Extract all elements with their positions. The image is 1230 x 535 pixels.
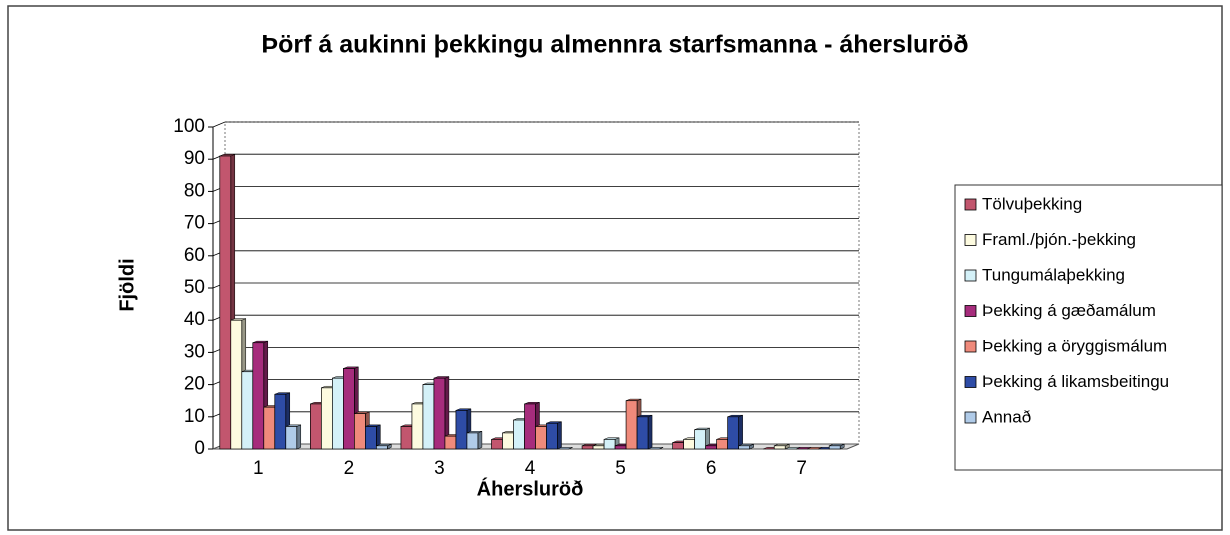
bar-side [557, 421, 562, 450]
bar [354, 413, 366, 450]
x-tick-label: 2 [344, 458, 355, 479]
bar [502, 432, 514, 450]
bar [592, 445, 605, 450]
legend-swatch [964, 340, 977, 353]
bar-side [738, 414, 743, 450]
bar [466, 432, 479, 450]
y-axis-label: Fjöldi [116, 258, 138, 311]
bar [694, 429, 706, 450]
grid-line [212, 121, 859, 128]
bar-side [477, 430, 483, 450]
bar [376, 445, 388, 450]
bar [491, 438, 503, 450]
legend-swatch [964, 305, 977, 317]
y-tick-label: 70 [184, 213, 205, 234]
bar-top [647, 447, 664, 450]
x-axis-label: Áhersluröð [477, 477, 584, 500]
y-tick-label: 0 [194, 438, 205, 459]
bar [444, 435, 457, 450]
chart-title: Þörf á aukinni þekkingu almennra starfsm… [261, 31, 968, 59]
y-tick-label: 90 [184, 148, 205, 169]
legend-label: Annað [982, 407, 1031, 426]
bar [455, 410, 468, 450]
bar-side [647, 414, 653, 450]
y-tick-label: 50 [184, 277, 205, 298]
legend-swatch [964, 376, 977, 388]
legend-label: Þekking á gæðamálum [982, 301, 1156, 320]
x-tick-label: 4 [525, 458, 536, 479]
bar [343, 368, 355, 450]
legend-swatch [964, 411, 977, 424]
bar [252, 342, 265, 450]
bar [285, 426, 298, 450]
bar [546, 422, 558, 450]
bar [773, 445, 786, 450]
bar [433, 377, 446, 450]
legend-swatch [964, 269, 977, 282]
bar-top [557, 447, 573, 450]
bar [535, 426, 547, 450]
x-tick-label: 7 [796, 458, 807, 479]
legend-swatch [964, 234, 977, 246]
bar-side [296, 424, 302, 450]
bar [365, 426, 377, 450]
x-tick-label: 5 [615, 458, 626, 479]
x-tick-label: 3 [434, 458, 445, 479]
y-tick-label: 40 [184, 309, 205, 330]
bar [422, 384, 435, 450]
legend-swatch [964, 198, 977, 211]
bar [625, 400, 638, 450]
bar [411, 403, 424, 450]
y-tick-label: 10 [184, 406, 205, 427]
x-tick-label: 1 [253, 458, 264, 479]
y-tick-label: 30 [184, 341, 205, 362]
legend-label: Tölvuþekking [982, 194, 1082, 213]
bar [738, 445, 750, 450]
y-tick-label: 20 [184, 374, 205, 395]
bar [332, 377, 344, 450]
bar [705, 445, 717, 450]
bar [310, 403, 322, 450]
bar [400, 426, 413, 450]
bar [727, 416, 739, 450]
y-tick-label: 100 [173, 116, 205, 137]
bar [683, 438, 695, 450]
bar [614, 445, 627, 450]
x-tick-label: 6 [706, 458, 717, 479]
bar [241, 371, 254, 450]
legend-label: Framl./þjón.-þekking [982, 230, 1136, 249]
bar [828, 445, 841, 450]
bar [716, 438, 728, 450]
bar [603, 438, 616, 450]
y-tick-label: 80 [184, 180, 205, 201]
bar [263, 406, 276, 450]
bar [672, 442, 684, 450]
bar [321, 387, 333, 450]
bar [230, 319, 243, 450]
legend-label: Tungumálaþekking [982, 265, 1125, 284]
legend-label: Þekking á likamsbeitingu [982, 372, 1169, 391]
bar [524, 403, 536, 450]
bar [513, 419, 525, 450]
legend-box [954, 184, 1223, 471]
legend-label: Þekking a öryggismálum [982, 336, 1167, 355]
bar [274, 393, 287, 450]
y-tick-label: 60 [184, 245, 205, 266]
bar [219, 155, 232, 450]
bar [636, 416, 649, 450]
bar [581, 445, 594, 450]
